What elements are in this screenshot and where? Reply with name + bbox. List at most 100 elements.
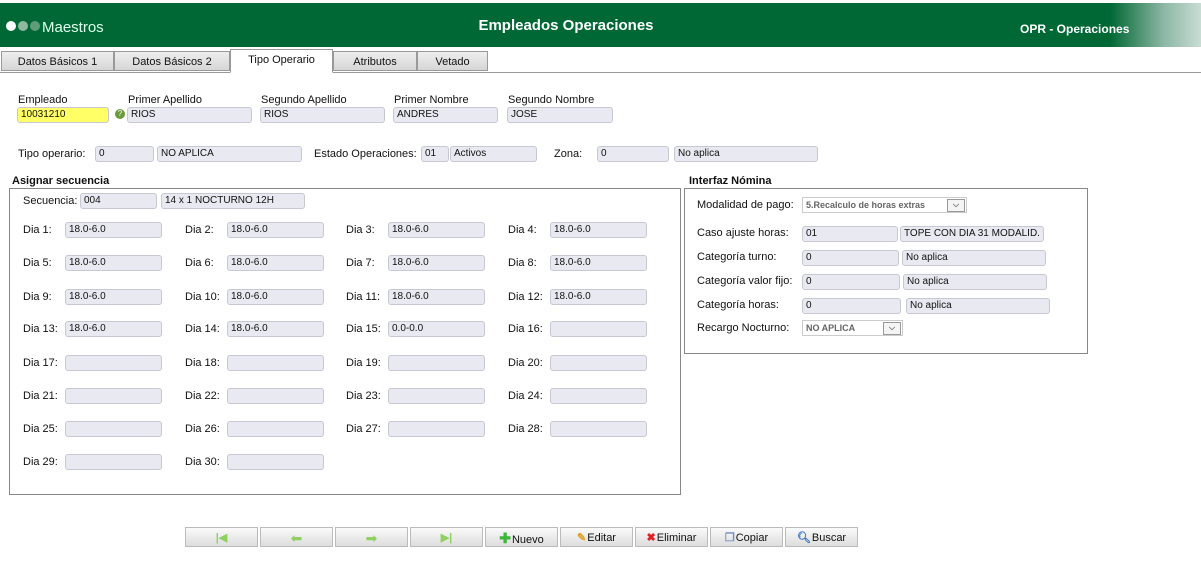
last-icon: ▶| [440, 532, 453, 544]
nomina-row-label: Caso ajuste horas: [697, 227, 789, 239]
day-input[interactable] [65, 355, 162, 371]
day-input[interactable]: 18.0-6.0 [227, 289, 324, 305]
next-record-button[interactable]: ➡ [335, 527, 408, 547]
tab-tipo-operario[interactable]: Tipo Operario [230, 49, 333, 73]
day-input[interactable] [550, 388, 647, 404]
nomina-row-desc: TOPE CON DIA 31 MODALID. [900, 226, 1044, 242]
day-label: Dia 12: [508, 291, 543, 303]
day-input[interactable]: 18.0-6.0 [65, 321, 162, 337]
day-input[interactable] [388, 355, 485, 371]
arrow-right-icon: ➡ [365, 530, 378, 546]
nomina-row-desc: No aplica [903, 274, 1047, 290]
day-input[interactable]: 18.0-6.0 [550, 222, 647, 238]
day-input[interactable] [227, 355, 324, 371]
nomina-row-desc: No aplica [906, 298, 1050, 314]
nomina-row-code[interactable]: 0 [802, 298, 901, 314]
nuevo-button[interactable]: ✚Nuevo [485, 527, 558, 547]
day-input[interactable]: 18.0-6.0 [227, 255, 324, 271]
estado-code[interactable]: 01 [421, 146, 449, 162]
help-icon[interactable]: ? [115, 109, 125, 119]
day-label: Dia 2: [185, 224, 214, 236]
chevron-down-icon[interactable]: ⌵ [883, 322, 901, 335]
day-input[interactable]: 18.0-6.0 [550, 255, 647, 271]
day-label: Dia 8: [508, 257, 537, 269]
tab-atributos[interactable]: Atributos [333, 51, 417, 71]
recargo-value: NO APLICA [806, 323, 856, 333]
eliminar-label: Eliminar [656, 532, 697, 544]
nomina-panel [684, 188, 1088, 354]
day-input[interactable]: 18.0-6.0 [388, 222, 485, 238]
chevron-down-icon[interactable]: ⌵ [947, 199, 965, 212]
window-dots-icon [6, 21, 40, 31]
day-input[interactable] [65, 388, 162, 404]
day-input[interactable] [550, 321, 647, 337]
day-input[interactable]: 18.0-6.0 [388, 255, 485, 271]
day-label: Dia 16: [508, 323, 543, 335]
app-header: Maestros Empleados Operaciones OPR - Ope… [0, 3, 1201, 47]
buscar-button[interactable]: 🔍︎Buscar [785, 527, 858, 547]
pencil-icon: ✎ [577, 532, 587, 544]
day-input[interactable] [65, 421, 162, 437]
nomina-row-code[interactable]: 0 [802, 250, 899, 266]
day-label: Dia 10: [185, 291, 220, 303]
estado-operaciones-label: Estado Operaciones: [314, 148, 417, 160]
day-label: Dia 24: [508, 390, 543, 402]
empleado-label: Empleado [18, 94, 68, 106]
tab-vetado[interactable]: Vetado [417, 51, 488, 71]
zona-label: Zona: [554, 148, 583, 160]
nomina-section-title: Interfaz Nómina [689, 175, 772, 187]
day-label: Dia 9: [23, 291, 52, 303]
day-input[interactable] [227, 388, 324, 404]
tipo-operario-code[interactable]: 0 [95, 146, 154, 162]
primer-apellido-input[interactable]: RIOS [127, 107, 252, 123]
eliminar-button[interactable]: ✖Eliminar [635, 527, 708, 547]
editar-button[interactable]: ✎Editar [560, 527, 633, 547]
last-record-button[interactable]: ▶| [410, 527, 483, 547]
primer-nombre-input[interactable]: ANDRES [393, 107, 498, 123]
day-input[interactable]: 18.0-6.0 [227, 222, 324, 238]
day-input[interactable] [550, 355, 647, 371]
zona-code[interactable]: 0 [597, 146, 669, 162]
tab-datos-basicos-2[interactable]: Datos Básicos 2 [114, 51, 230, 71]
nomina-row-desc: No aplica [902, 250, 1046, 266]
day-input[interactable]: 18.0-6.0 [65, 222, 162, 238]
day-label: Dia 14: [185, 323, 220, 335]
search-icon: 🔍︎ [796, 532, 811, 544]
day-label: Dia 25: [23, 423, 58, 435]
copiar-label: Copiar [735, 532, 769, 544]
day-label: Dia 21: [23, 390, 58, 402]
first-record-button[interactable]: |◀ [185, 527, 258, 547]
day-label: Dia 4: [508, 224, 537, 236]
day-input[interactable] [388, 421, 485, 437]
day-label: Dia 27: [346, 423, 381, 435]
secuencia-code[interactable]: 004 [80, 193, 157, 209]
day-input[interactable] [388, 388, 485, 404]
nomina-row-label: Categoría turno: [697, 251, 777, 263]
segundo-apellido-label: Segundo Apellido [261, 94, 347, 106]
day-input[interactable] [227, 421, 324, 437]
previous-record-button[interactable]: ⬅ [260, 527, 333, 547]
day-input[interactable]: 18.0-6.0 [65, 289, 162, 305]
segundo-apellido-input[interactable]: RIOS [260, 107, 385, 123]
recargo-select[interactable]: NO APLICA ⌵ [802, 320, 903, 336]
day-label: Dia 7: [346, 257, 375, 269]
nomina-row-code[interactable]: 01 [802, 226, 898, 242]
segundo-nombre-input[interactable]: JOSE [507, 107, 613, 123]
plus-icon: ✚ [499, 530, 511, 546]
day-input[interactable]: 18.0-6.0 [550, 289, 647, 305]
day-label: Dia 30: [185, 456, 220, 468]
day-input[interactable]: 0.0-0.0 [388, 321, 485, 337]
tab-datos-basicos-1[interactable]: Datos Básicos 1 [1, 51, 114, 71]
day-input[interactable]: 18.0-6.0 [227, 321, 324, 337]
day-input[interactable]: 18.0-6.0 [65, 255, 162, 271]
copiar-button[interactable]: ❐Copiar [710, 527, 783, 547]
day-input[interactable] [550, 421, 647, 437]
empleado-input[interactable]: 10031210 [17, 107, 109, 123]
nomina-row-code[interactable]: 0 [802, 274, 900, 290]
day-input[interactable] [227, 454, 324, 470]
modalidad-select[interactable]: 5.Recalculo de horas extras ⌵ [802, 197, 967, 213]
day-label: Dia 20: [508, 357, 543, 369]
day-input[interactable]: 18.0-6.0 [388, 289, 485, 305]
day-input[interactable] [65, 454, 162, 470]
delete-x-icon: ✖ [646, 532, 656, 544]
